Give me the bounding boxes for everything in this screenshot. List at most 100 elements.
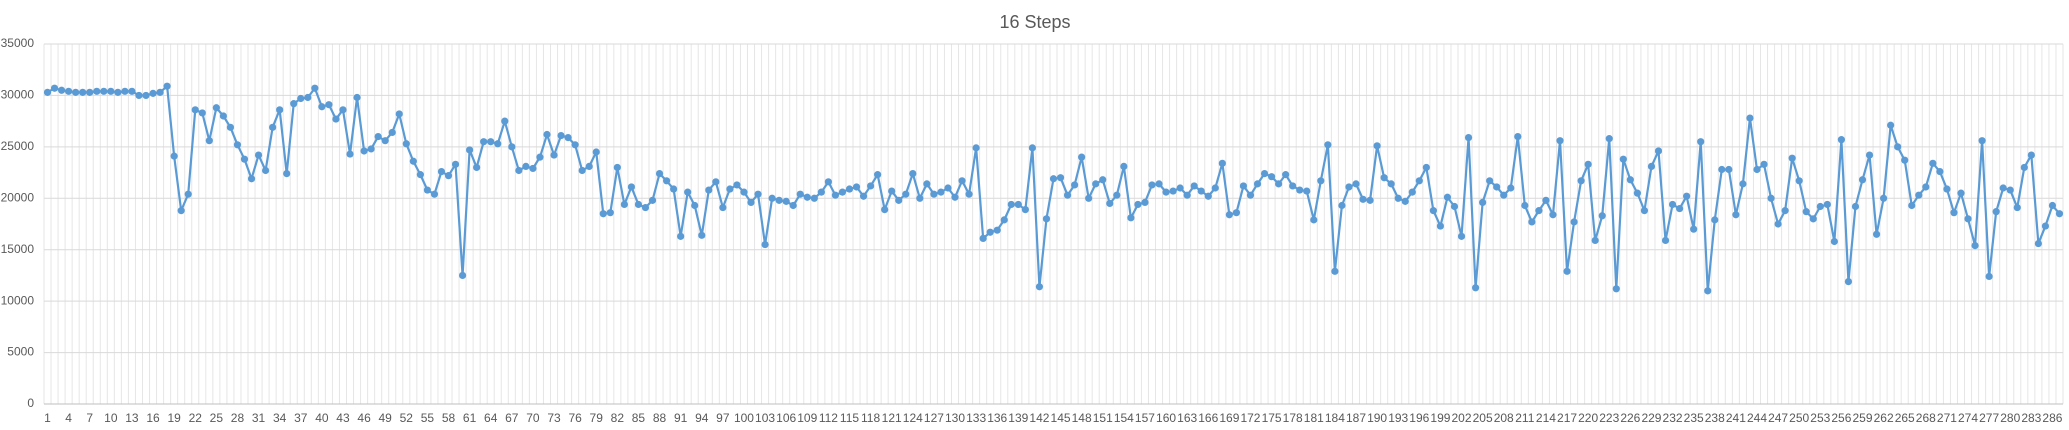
point <box>1464 134 1473 142</box>
point <box>1500 191 1508 199</box>
point <box>423 186 431 194</box>
x-tick-label: 124 <box>903 411 923 425</box>
x-tick-label: 211 <box>1515 411 1534 425</box>
x-tick-label: 256 <box>1831 411 1851 425</box>
point <box>100 87 108 95</box>
point <box>261 166 270 175</box>
x-tick-label: 205 <box>1473 411 1493 425</box>
point <box>1732 211 1740 219</box>
point <box>65 87 73 95</box>
point <box>2020 163 2028 172</box>
point <box>571 141 579 149</box>
point <box>1162 188 1170 196</box>
x-tick-label: 94 <box>695 411 709 425</box>
line <box>46 85 2061 292</box>
point <box>986 228 994 236</box>
point <box>1880 194 1888 202</box>
point <box>57 86 66 94</box>
x-tick-label: 133 <box>966 411 986 425</box>
point <box>824 178 832 186</box>
point <box>529 164 537 173</box>
point <box>909 170 917 178</box>
x-tick-label: 190 <box>1367 411 1387 425</box>
x-tick-label: 7 <box>86 411 93 425</box>
x-tick-label: 160 <box>1156 411 1176 425</box>
point <box>1246 191 1255 199</box>
point <box>1605 135 1613 143</box>
point <box>1169 187 1177 195</box>
point <box>163 82 171 90</box>
point <box>1310 216 1318 224</box>
point <box>817 188 825 196</box>
x-tick-label: 226 <box>1620 411 1640 425</box>
x-tick-label: 46 <box>357 411 371 425</box>
point <box>1577 177 1585 185</box>
point <box>1183 191 1191 199</box>
x-tick-label: 163 <box>1177 411 1197 425</box>
point <box>325 101 333 109</box>
x-tick-label: 70 <box>526 411 540 425</box>
point <box>170 152 178 160</box>
point <box>733 181 741 189</box>
x-tick-label: 43 <box>336 411 350 425</box>
point <box>444 172 453 180</box>
point <box>951 193 959 201</box>
point <box>1317 177 1325 185</box>
point <box>1858 176 1867 184</box>
point <box>1668 200 1677 209</box>
point <box>1964 215 1972 223</box>
point <box>1190 182 1198 190</box>
x-tick-label: 31 <box>252 411 266 425</box>
x-tick-label: 97 <box>716 411 730 425</box>
y-tick-label: 35000 <box>1 36 35 50</box>
x-tick-label: 154 <box>1114 411 1134 425</box>
point <box>606 209 614 217</box>
point <box>1957 189 1965 197</box>
x-tick-label: 238 <box>1705 411 1725 425</box>
point <box>747 198 755 206</box>
point <box>1661 236 1670 245</box>
point <box>1908 201 1916 210</box>
x-tick-label: 271 <box>1937 411 1957 425</box>
x-tick-label: 166 <box>1198 411 1218 425</box>
point <box>2006 186 2014 194</box>
x-tick-label: 49 <box>379 411 393 425</box>
point <box>916 194 924 202</box>
point <box>726 185 734 193</box>
point <box>142 91 150 100</box>
point <box>149 89 157 97</box>
x-tick-label: 79 <box>590 411 604 425</box>
x-tick-label: 265 <box>1895 411 1915 425</box>
point <box>395 110 403 118</box>
point <box>993 226 1001 234</box>
point <box>923 180 931 188</box>
point <box>677 232 685 240</box>
point <box>1387 180 1395 188</box>
x-tick-label: 241 <box>1726 411 1746 425</box>
point <box>670 185 678 193</box>
point <box>205 137 213 145</box>
point <box>1232 209 1241 217</box>
y-tick-label: 30000 <box>1 88 35 102</box>
point <box>290 100 298 108</box>
point <box>845 185 854 193</box>
point <box>487 138 495 146</box>
point <box>1978 137 1986 145</box>
point <box>1894 143 1902 151</box>
x-tick-label: 37 <box>294 411 308 425</box>
x-tick-label: 277 <box>1979 411 1999 425</box>
point <box>1071 181 1079 189</box>
point <box>1106 199 1114 208</box>
point <box>1802 208 1810 216</box>
point <box>641 203 650 212</box>
point <box>430 190 439 198</box>
x-tick-label: 61 <box>463 411 477 425</box>
point <box>1851 202 1860 211</box>
point <box>1795 177 1803 185</box>
x-tick-label: 172 <box>1240 411 1260 425</box>
point <box>719 203 727 212</box>
point <box>2013 203 2021 212</box>
point <box>979 234 987 242</box>
x-tick-label: 76 <box>568 411 582 425</box>
